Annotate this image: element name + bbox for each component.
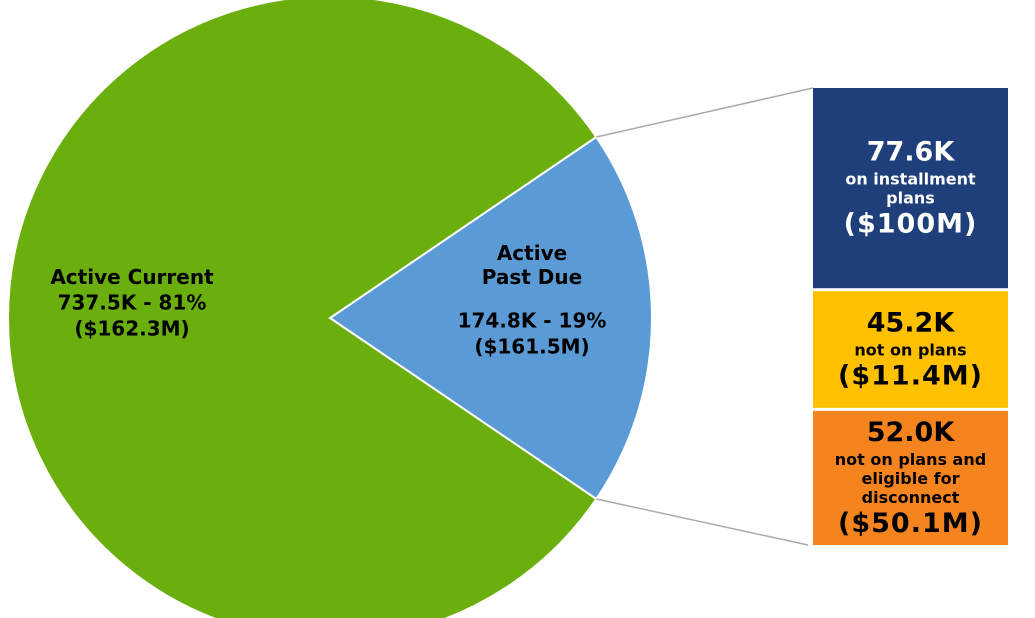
- segment-value-label: 45.2K: [867, 308, 956, 339]
- segment-amount: ($100M): [844, 209, 978, 240]
- bar-segment: [813, 88, 1008, 289]
- bar-segment-text: not on plans and eligible for disconnect52…: [835, 417, 986, 539]
- bar-segment: [813, 410, 1008, 545]
- slice-value-label: 737.5K - 81%: [58, 291, 207, 315]
- slice-amount: ($161.5M): [474, 335, 589, 359]
- bar-segment: [813, 291, 1008, 408]
- segment-value-label: 77.6K: [867, 137, 956, 168]
- segment-description: on installment plans: [845, 169, 976, 207]
- connector-line: [596, 498, 809, 546]
- slice-label: Active Past Due: [482, 241, 582, 289]
- segment-description: not on plans: [854, 340, 966, 359]
- connector-line: [596, 87, 814, 138]
- segment-amount: ($50.1M): [838, 508, 983, 539]
- slice-amount: ($162.3M): [74, 317, 189, 341]
- pie-slice: [328, 135, 653, 501]
- slice-label: Active Current: [50, 265, 214, 289]
- segment-value-label: 52.0K: [867, 417, 956, 448]
- segment-description: not on plans and eligible for disconnect: [835, 449, 986, 506]
- pie-slice: [7, 0, 598, 618]
- segment-amount: ($11.4M): [838, 361, 983, 392]
- slice-value-label: 174.8K - 19%: [458, 309, 607, 333]
